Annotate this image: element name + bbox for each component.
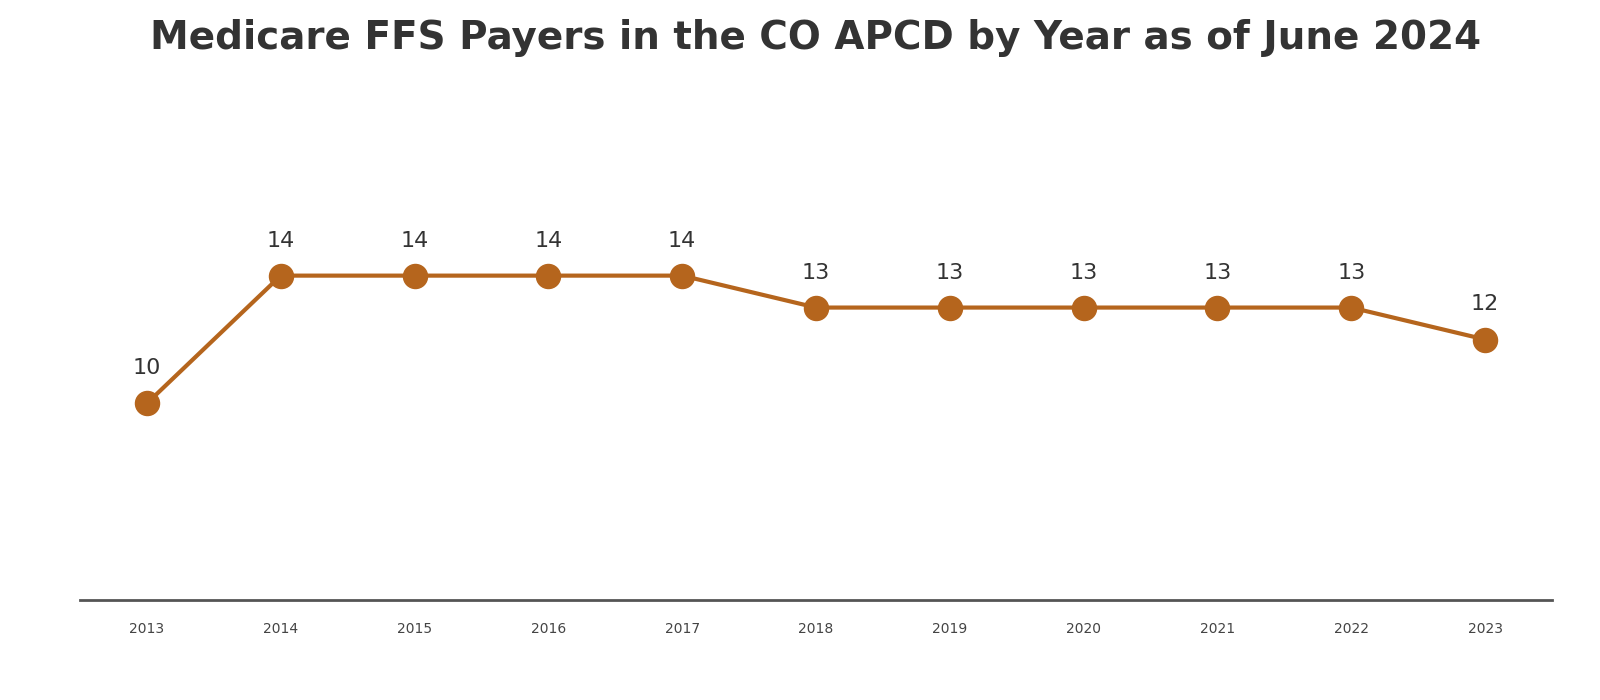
Text: 14: 14 <box>669 230 696 251</box>
Text: 13: 13 <box>1069 262 1098 283</box>
Text: 13: 13 <box>802 262 830 283</box>
Point <box>669 270 694 281</box>
Text: 14: 14 <box>400 230 429 251</box>
Text: 14: 14 <box>267 230 294 251</box>
Point <box>938 302 963 313</box>
Text: 13: 13 <box>1203 262 1232 283</box>
Point <box>1070 302 1096 313</box>
Text: 10: 10 <box>133 358 162 379</box>
Point <box>134 398 160 409</box>
Point <box>536 270 562 281</box>
Point <box>267 270 293 281</box>
Point <box>402 270 427 281</box>
Text: 12: 12 <box>1470 295 1499 314</box>
Point <box>1472 334 1498 345</box>
Text: 13: 13 <box>1338 262 1365 283</box>
Point <box>1339 302 1365 313</box>
Point <box>1205 302 1230 313</box>
Text: 14: 14 <box>534 230 563 251</box>
Point <box>803 302 829 313</box>
Text: 13: 13 <box>936 262 963 283</box>
Title: Medicare FFS Payers in the CO APCD by Year as of June 2024: Medicare FFS Payers in the CO APCD by Ye… <box>150 20 1482 57</box>
